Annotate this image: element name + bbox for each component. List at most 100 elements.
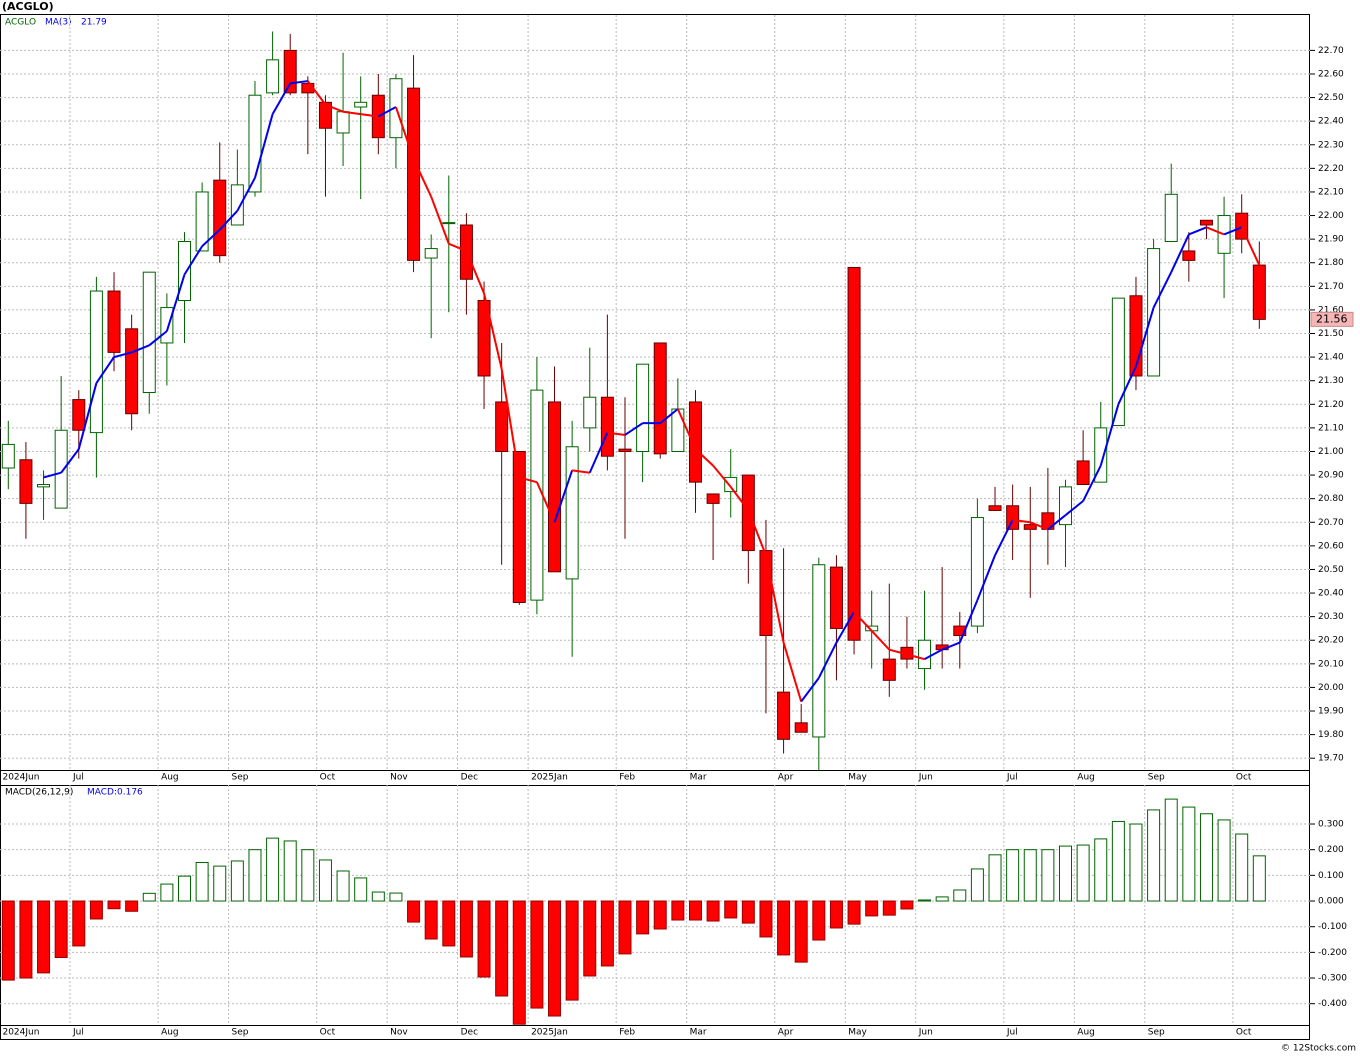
- macd-bar: [160, 883, 174, 902]
- ma-segment: [1047, 514, 1067, 531]
- candle-body: [794, 722, 808, 733]
- x-tick-label: Oct: [1236, 773, 1252, 783]
- macd-bar: [1111, 820, 1125, 902]
- macd-bar: [424, 900, 438, 940]
- ma-segment: [325, 103, 344, 113]
- candle-body: [512, 450, 526, 603]
- x-tick-label: 2024Jun: [2, 1028, 39, 1038]
- ma-segment: [77, 382, 98, 450]
- y-tick-label: 20.50: [1318, 565, 1344, 575]
- macd-bar: [794, 900, 808, 963]
- y-tick-label: 22.00: [1318, 211, 1344, 221]
- candle-body: [213, 179, 227, 257]
- macd-bar: [512, 900, 526, 1025]
- macd-panel-frame: [0, 785, 1310, 1040]
- ma-segment: [165, 274, 186, 332]
- x-tick-label: Jul: [1006, 773, 1018, 783]
- candle-body: [495, 401, 509, 452]
- macd-bar: [653, 900, 667, 930]
- macd-bar: [918, 899, 932, 902]
- ma-segment: [1188, 226, 1207, 236]
- candle-body: [829, 566, 843, 629]
- y-tick-label: -0.200: [1318, 948, 1347, 958]
- y-tick-label: 19.70: [1318, 754, 1344, 764]
- x-tick-label: Sep: [232, 1028, 249, 1038]
- candle-body: [107, 290, 121, 353]
- y-tick-label: 20.10: [1318, 659, 1344, 669]
- candle-body: [583, 396, 597, 429]
- candle-body: [1182, 250, 1196, 261]
- macd-bar: [178, 875, 191, 902]
- candle-body: [195, 191, 209, 252]
- macd-bar: [1023, 849, 1037, 902]
- macd-bar: [1217, 819, 1231, 902]
- ma-segment: [1117, 366, 1137, 405]
- macd-bar: [600, 900, 614, 967]
- legend-macd-value: MACD:0.176: [87, 788, 143, 798]
- ma-segment: [1099, 404, 1120, 466]
- y-tick-label: 19.80: [1318, 730, 1344, 740]
- ma-segment: [307, 80, 327, 106]
- candle-body: [724, 476, 738, 493]
- ma-segment: [219, 210, 239, 231]
- candle-body: [600, 396, 614, 457]
- macd-bar: [865, 900, 879, 917]
- macd-bar: [759, 900, 773, 938]
- macd-bar: [777, 900, 791, 956]
- ma-segment: [676, 408, 697, 450]
- ma-segment: [764, 555, 785, 643]
- x-tick-label: Sep: [1148, 773, 1165, 783]
- candle-body: [970, 517, 984, 627]
- ma-segment: [817, 642, 838, 679]
- ma-segment: [342, 110, 361, 116]
- candle-body: [759, 550, 773, 637]
- ma-segment: [519, 476, 538, 484]
- x-tick-label: Aug: [161, 773, 179, 783]
- y-tick-label: 21.10: [1318, 423, 1344, 433]
- macd-bar: [1235, 833, 1249, 902]
- candle-body: [1006, 505, 1020, 530]
- x-tick-label: 2024Jun: [2, 773, 39, 783]
- y-tick-label: 21.00: [1318, 447, 1344, 457]
- candle-body: [1076, 460, 1090, 486]
- ma-segment: [448, 242, 467, 252]
- candle-body: [407, 87, 421, 261]
- candle-body: [142, 271, 156, 393]
- ma-segment: [906, 653, 925, 661]
- candle-body: [1111, 297, 1125, 427]
- ma-segment: [254, 113, 274, 179]
- y-tick-label: -0.100: [1318, 922, 1347, 932]
- candle-body: [1252, 264, 1266, 320]
- macd-bar: [459, 900, 473, 958]
- candle-body: [266, 59, 280, 94]
- macd-bar: [741, 900, 755, 924]
- y-tick-label: 20.30: [1318, 612, 1344, 622]
- macd-bar: [1182, 806, 1196, 902]
- x-tick-label: Mar: [690, 1028, 707, 1038]
- candle-body: [918, 639, 932, 670]
- y-tick-label: 21.40: [1318, 353, 1344, 363]
- last-price-label: 21.56: [1316, 312, 1348, 325]
- macd-bar: [1252, 855, 1266, 902]
- candle-body: [548, 401, 562, 573]
- x-tick-label: Oct: [320, 1028, 336, 1038]
- macd-bar: [636, 900, 650, 935]
- ma-segment: [1206, 226, 1225, 236]
- y-tick-label: 20.90: [1318, 471, 1344, 481]
- macd-bar: [1059, 845, 1072, 902]
- x-tick-label: Apr: [778, 1028, 794, 1038]
- ma-segment: [572, 469, 590, 474]
- ma-segment: [1082, 465, 1102, 502]
- candle-body: [354, 101, 368, 108]
- y-tick-label: 22.10: [1318, 187, 1344, 197]
- ma-segment: [835, 611, 855, 644]
- y-tick-label: 20.70: [1318, 518, 1344, 528]
- macd-bar: [248, 849, 262, 902]
- candle-body: [812, 564, 826, 738]
- candle-body: [1164, 193, 1178, 242]
- ma-segment: [1170, 233, 1190, 273]
- ma-segment: [924, 648, 943, 660]
- ma-segment: [377, 106, 397, 118]
